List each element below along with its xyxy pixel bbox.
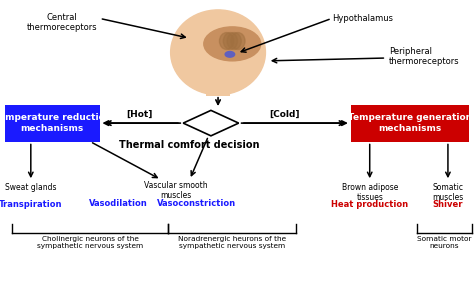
Text: Central
thermoreceptors: Central thermoreceptors — [27, 13, 97, 32]
FancyBboxPatch shape — [5, 105, 100, 142]
Ellipse shape — [219, 33, 234, 50]
Ellipse shape — [171, 10, 265, 95]
Ellipse shape — [223, 33, 237, 50]
Text: Shiver: Shiver — [433, 200, 463, 209]
Text: Temperature generation
mechanisms: Temperature generation mechanisms — [348, 113, 472, 133]
Ellipse shape — [204, 27, 261, 61]
Text: Cholinergic neurons of the
sympathetic nervous system: Cholinergic neurons of the sympathetic n… — [37, 236, 143, 249]
Text: Peripheral
thermoreceptors: Peripheral thermoreceptors — [389, 47, 459, 66]
Text: Heat production: Heat production — [331, 200, 408, 209]
Text: Noradrenergic heurons of the
sympathetic nervous system: Noradrenergic heurons of the sympathetic… — [178, 236, 286, 249]
Text: Somatic
muscles: Somatic muscles — [432, 183, 464, 202]
Text: Thermal comfort decision: Thermal comfort decision — [119, 140, 260, 150]
Text: [Hot]: [Hot] — [127, 110, 153, 119]
Ellipse shape — [231, 33, 245, 50]
FancyBboxPatch shape — [206, 85, 230, 96]
FancyBboxPatch shape — [351, 105, 469, 142]
Text: Vasoconstriction: Vasoconstriction — [157, 199, 236, 208]
Circle shape — [225, 52, 235, 57]
Text: [Cold]: [Cold] — [269, 110, 300, 119]
Text: Hypothalamus: Hypothalamus — [332, 14, 393, 23]
Text: Somatic motor
neurons: Somatic motor neurons — [417, 236, 472, 249]
Polygon shape — [183, 110, 238, 136]
Text: Transpiration: Transpiration — [0, 200, 63, 209]
Ellipse shape — [227, 33, 241, 50]
Text: Vasodilation: Vasodilation — [89, 199, 148, 208]
Text: Sweat glands: Sweat glands — [5, 183, 56, 192]
Text: Brown adipose
tissues: Brown adipose tissues — [342, 183, 398, 202]
Text: Vascular smooth
muscles: Vascular smooth muscles — [144, 181, 207, 200]
Text: Temperature reduction
mechanisms: Temperature reduction mechanisms — [0, 113, 111, 133]
